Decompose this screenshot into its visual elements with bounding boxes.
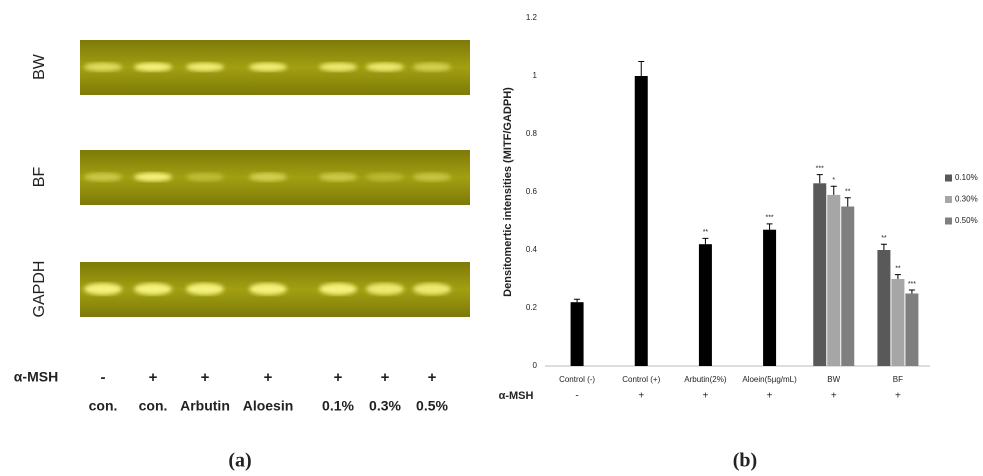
y-tick-label: 0.4 (526, 245, 538, 254)
lane-label: Arbutin (180, 398, 230, 414)
significance-label: ** (881, 235, 887, 242)
legend-swatch (945, 174, 952, 182)
row-label: BW (31, 53, 48, 80)
bar (841, 206, 855, 366)
error-bar (830, 185, 837, 195)
x-tick-label: Aloein(5µg/mL) (742, 375, 797, 384)
bar (763, 229, 777, 366)
sign-label: + (638, 391, 644, 402)
sign-label: + (334, 369, 343, 386)
sign-label: + (264, 369, 273, 386)
gel-band (84, 62, 122, 72)
gel-band (319, 172, 357, 182)
lane-label: 0.3% (369, 398, 401, 414)
error-bar (844, 197, 851, 207)
x-tick-label: BW (827, 375, 840, 384)
gel-band (366, 283, 404, 295)
bar (634, 76, 648, 366)
gel-band (413, 62, 451, 72)
significance-label: ** (703, 229, 709, 236)
bar (891, 279, 905, 366)
legend-label: 0.10% (955, 173, 978, 182)
bar (827, 194, 841, 366)
x-tick-label: Control (+) (622, 375, 660, 384)
y-tick-label: 1 (533, 71, 538, 80)
gel-band (319, 283, 357, 295)
bar (698, 244, 712, 366)
error-bar (894, 274, 901, 279)
gel-band (413, 172, 451, 182)
gel-band (186, 62, 224, 72)
gel-band (134, 283, 172, 295)
gel-band (249, 62, 287, 72)
error-bar (766, 223, 773, 230)
lane-label: 0.1% (322, 398, 354, 414)
x-tick-label: BF (893, 375, 903, 384)
sign-label: - (101, 369, 106, 386)
significance-label: *** (765, 215, 773, 222)
panel-label: (b) (733, 450, 757, 472)
legend-swatch (945, 217, 952, 225)
error-bar (908, 289, 915, 294)
lane-label: con. (89, 398, 118, 414)
bar (813, 183, 827, 366)
significance-label: *** (908, 281, 916, 288)
sign-label: - (575, 391, 578, 402)
error-bar (880, 243, 887, 250)
legend-label: 0.30% (955, 195, 978, 204)
row-label: GAPDH (31, 261, 48, 318)
y-tick-label: 0.2 (526, 303, 538, 312)
bar (877, 250, 891, 366)
legend-label: 0.50% (955, 216, 978, 225)
error-bar (702, 237, 709, 245)
sign-label: + (831, 391, 837, 402)
gel-band (186, 283, 224, 295)
y-tick-label: 0.6 (526, 187, 538, 196)
y-axis-label: Densitomertic intensities (MITF/GADPH) (502, 87, 514, 297)
gel-band (319, 62, 357, 72)
lane-label: Aloesin (243, 398, 294, 414)
significance-label: *** (816, 165, 824, 172)
bar (905, 293, 919, 366)
bar (570, 302, 584, 366)
sign-label: + (767, 391, 773, 402)
treatment-label: α-MSH (499, 390, 534, 402)
gel-band (249, 172, 287, 182)
sign-label: + (702, 391, 708, 402)
gel-band (134, 62, 172, 72)
gel-band (413, 283, 451, 295)
error-bar (638, 61, 645, 76)
significance-label: ** (845, 189, 851, 196)
treatment-label: α-MSH (14, 369, 58, 385)
sign-label: + (895, 391, 901, 402)
gel-panel (80, 40, 470, 317)
panel-label: (a) (228, 450, 251, 472)
lane-label: 0.5% (416, 398, 448, 414)
error-bar (574, 298, 581, 303)
gel-band (186, 172, 224, 182)
significance-label: * (832, 177, 835, 184)
gel-band (84, 283, 122, 295)
y-tick-label: 1.2 (526, 13, 538, 22)
gel-band (249, 283, 287, 295)
gel-band (134, 172, 172, 182)
legend-swatch (945, 196, 952, 203)
significance-label: ** (895, 265, 901, 272)
gel-band (366, 172, 404, 182)
sign-label: + (149, 369, 158, 386)
y-tick-label: 0 (533, 361, 538, 370)
error-bar (816, 174, 823, 184)
gel-band (84, 172, 122, 182)
sign-label: + (201, 369, 210, 386)
sign-label: + (428, 369, 437, 386)
x-tick-label: Control (-) (559, 375, 595, 384)
row-label: BF (31, 167, 48, 188)
x-tick-label: Arbutin(2%) (684, 375, 727, 384)
lane-label: con. (139, 398, 168, 414)
y-tick-label: 0.8 (526, 129, 538, 138)
gel-band (366, 62, 404, 72)
sign-label: + (381, 369, 390, 386)
